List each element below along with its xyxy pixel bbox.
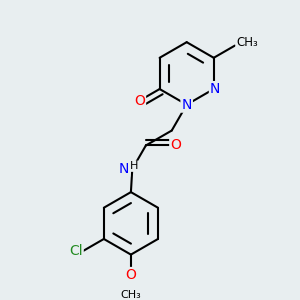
Text: O: O (125, 268, 136, 282)
Text: O: O (134, 94, 145, 108)
Text: N: N (119, 162, 129, 176)
Text: N: N (210, 82, 220, 96)
Text: O: O (170, 139, 181, 152)
Text: CH₃: CH₃ (121, 290, 141, 300)
Text: Cl: Cl (69, 244, 83, 258)
Text: CH₃: CH₃ (236, 36, 258, 50)
Text: H: H (130, 161, 139, 171)
Text: N: N (182, 98, 192, 112)
